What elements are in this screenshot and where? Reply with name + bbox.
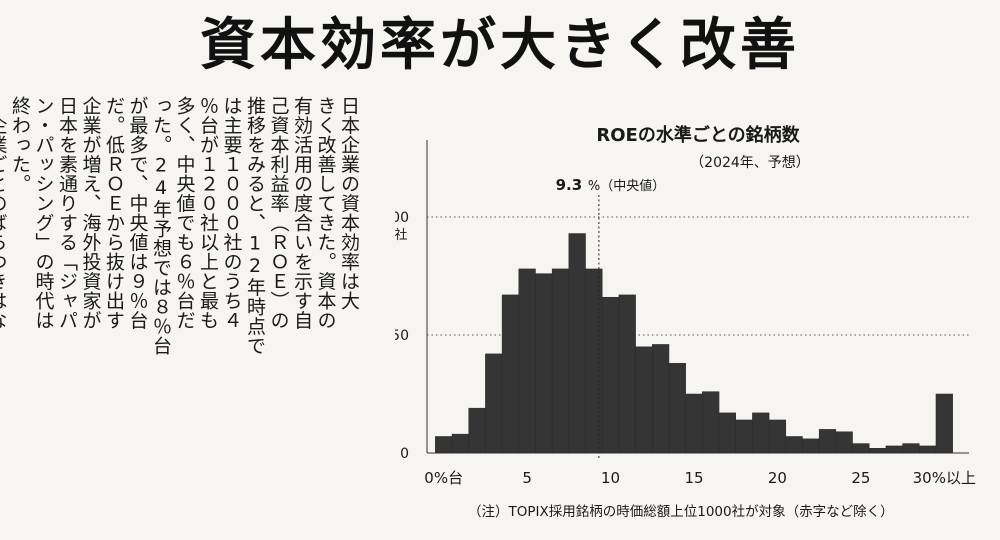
histogram-bar [835, 431, 853, 454]
x-tick-label: 0%台 [424, 469, 463, 487]
histogram-bar [702, 391, 720, 454]
histogram-bar [652, 344, 670, 454]
y-tick-label: 50 [395, 328, 409, 344]
x-tick-label: 15 [684, 469, 703, 487]
histogram-bar [485, 353, 503, 454]
article-line: ン・パッシング」の時代は [32, 96, 55, 330]
histogram-bar [535, 273, 553, 454]
x-tick-label: 5 [522, 469, 532, 487]
histogram-bar [685, 393, 703, 454]
histogram-bar [718, 412, 736, 454]
histogram-bar [618, 294, 636, 454]
histogram-bar [585, 268, 603, 454]
article-line: 企業ごとのばらつきはな [0, 115, 8, 331]
article-line: ％台が１２０社以上と最も [197, 96, 219, 330]
x-tick-label: 20 [768, 469, 787, 487]
x-tick-label: 10 [601, 469, 620, 487]
article-line: は主要１０００社のうち４ [220, 96, 243, 330]
article-line: 己資本利益率（ＲＯＥ）の [267, 96, 290, 330]
histogram-bar [768, 419, 787, 454]
y-axis-unit: 社 [395, 227, 408, 243]
article-line: 終わった。 [9, 96, 31, 194]
histogram-bar [451, 433, 469, 454]
article-line: が最多で、中央値は９％台 [126, 96, 149, 330]
histogram-bar [802, 438, 820, 454]
histogram-bar [852, 443, 870, 454]
histogram-bar [518, 268, 536, 454]
article-body: 日本企業の資本効率は大 きく改善してきた。資本の 有効活用の度合いを示す自 己資本利益… [0, 96, 360, 536]
histogram-bar [919, 445, 937, 454]
histogram-bar [735, 419, 753, 454]
median-value-label: 9.3 [556, 176, 583, 194]
article-line: 推移をみると、12年時点で [244, 96, 266, 356]
article-line: 有効活用の度合いを示す自 [291, 96, 313, 330]
x-tick-label: 25 [851, 469, 870, 487]
histogram-bar [785, 436, 803, 454]
histogram-bar [868, 448, 887, 454]
histogram-bar [818, 429, 837, 454]
histogram-bar [752, 412, 770, 454]
histogram-bar [501, 294, 520, 454]
chart-note: （注）TOPIX採用銘柄の時価総額上位1000社が対象（赤字など除く） [468, 504, 894, 520]
article-line: だ。低ＲＯＥから抜け出す [103, 96, 125, 330]
article-line: 日本企業の資本効率は大 [338, 96, 360, 311]
histogram-bar [935, 393, 953, 454]
article-line: 日本を素通りする「ジャパ [56, 96, 78, 330]
y-tick-label: 0 [400, 446, 409, 462]
histogram-bar [468, 407, 486, 454]
chart-title: ROEの水準ごとの銘柄数 [596, 125, 800, 146]
article-line: 企業が増え、海外投資家が [79, 96, 102, 330]
histogram-bar [435, 436, 453, 454]
roe-histogram: 0 50 100社 9.3 %（中央値） 0%台 5 10 15 20 25 30%以上 [395, 140, 976, 487]
y-tick-label: 100 [395, 210, 409, 226]
histogram-bar [601, 296, 620, 454]
x-tick-label: 30%以上 [913, 469, 976, 487]
article-line: きく改善してきた。資本の [314, 96, 337, 330]
headline: 資本効率が大きく改善 [200, 12, 800, 78]
histogram-bar [551, 268, 570, 454]
histogram-bar [668, 363, 686, 454]
article-line: った。24年予想では８％台 [150, 96, 172, 356]
histogram-bar [885, 445, 903, 454]
histogram-bar [568, 233, 586, 454]
histogram-bar [635, 346, 653, 454]
article-line: 多く、中央値でも６％台だ [173, 96, 196, 330]
median-unit-label: %（中央値） [588, 178, 665, 194]
chart-subtitle: （2024年、予想） [690, 155, 810, 171]
histogram-bar [902, 443, 920, 454]
